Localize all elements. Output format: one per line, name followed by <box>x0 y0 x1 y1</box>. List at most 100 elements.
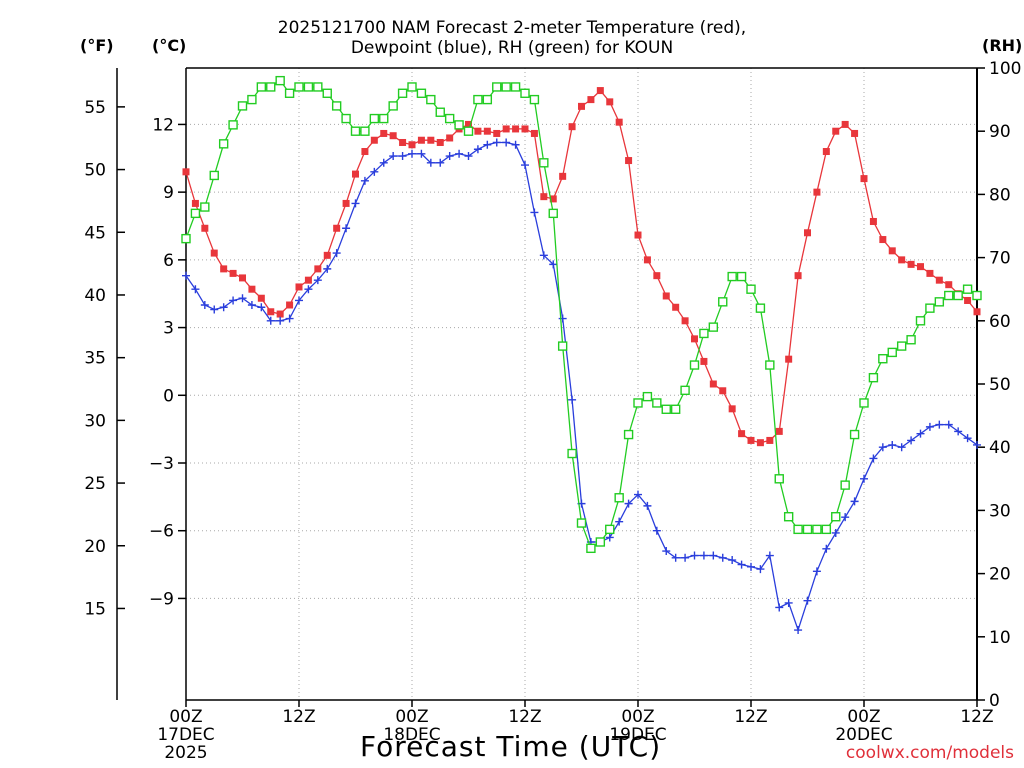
celsius-tick-label: −9 <box>149 589 174 609</box>
temperature-point <box>672 303 680 311</box>
rh-point <box>878 354 888 364</box>
rh-point <box>915 316 926 326</box>
rh-point <box>237 101 248 111</box>
temperature-point <box>314 265 322 273</box>
temperature-point <box>945 281 953 289</box>
x-tick-label: 20DEC <box>835 725 892 745</box>
fahrenheit-tick-label: 45 <box>84 223 106 243</box>
fahrenheit-tick-label: 20 <box>84 537 106 557</box>
dewpoint-point <box>266 316 275 325</box>
dewpoint-point <box>652 526 661 535</box>
dewpoint-point <box>662 547 671 556</box>
dewpoint-point <box>822 544 831 553</box>
dewpoint-point <box>841 513 850 522</box>
dewpoint-point <box>784 598 793 607</box>
dewpoint-point <box>389 152 398 161</box>
series-2-meter-temperature <box>182 87 981 447</box>
rh-point <box>397 88 408 98</box>
dewpoint-point <box>200 301 209 309</box>
rh-point <box>614 493 624 503</box>
dewpoint-point <box>182 271 190 280</box>
temperature-point <box>361 148 369 156</box>
celsius-tick-label: 3 <box>163 319 174 339</box>
dewpoint-point <box>247 301 256 309</box>
x-tick-label: 12Z <box>734 707 767 727</box>
celsius-tick-label: 6 <box>163 251 174 271</box>
dewpoint-point <box>888 440 897 449</box>
temperature-point <box>295 283 303 291</box>
temperature-point <box>182 168 190 176</box>
rh-point <box>369 113 380 124</box>
rh-point <box>962 284 973 294</box>
dewpoint-point <box>605 533 614 542</box>
temperature-point <box>191 199 199 207</box>
temperature-point <box>898 256 906 264</box>
rh-point <box>426 94 436 105</box>
chart-title-line-1: 2025121700 NAM Forecast 2-meter Temperat… <box>277 18 747 38</box>
dewpoint-point <box>568 395 577 404</box>
temperature-point <box>549 195 557 203</box>
rh-point <box>953 290 963 301</box>
series-line <box>185 89 978 444</box>
dewpoint-point <box>370 167 379 176</box>
dewpoint-point <box>860 474 868 483</box>
rh-point <box>868 372 879 383</box>
temperature-point <box>239 274 246 282</box>
rh-point <box>831 512 841 522</box>
dewpoint-point <box>869 454 878 463</box>
dewpoint-point <box>295 296 303 305</box>
dewpoint-point <box>455 149 464 158</box>
temperature-point <box>342 199 350 207</box>
rh-point <box>595 537 606 547</box>
dewpoint-point <box>935 420 944 429</box>
dewpoint-point <box>765 551 774 560</box>
rh-point <box>557 341 568 351</box>
x-axis-label: Forecast Time (UTC) <box>360 730 662 763</box>
temperature-point <box>804 229 811 237</box>
dewpoint-point <box>351 199 360 208</box>
rh-point <box>586 543 596 554</box>
temperature-point <box>408 141 416 149</box>
dewpoint-point <box>285 314 294 323</box>
rh-point <box>228 120 238 130</box>
dewpoint-point <box>360 176 369 185</box>
rh-point <box>548 208 558 219</box>
temperature-point <box>210 249 218 257</box>
dewpoint-point <box>812 567 821 576</box>
temperature-point <box>662 292 670 300</box>
credit-link[interactable]: coolwx.com/models <box>845 743 1014 763</box>
temperature-point <box>926 269 934 277</box>
celsius-tick-label: −3 <box>149 454 174 474</box>
dewpoint-point <box>417 149 426 158</box>
rh-point <box>652 398 662 408</box>
x-tick-label: 00Z <box>169 707 202 727</box>
temperature-point <box>973 308 981 316</box>
dewpoint-point <box>718 553 727 562</box>
chart-title-line-2: Dewpoint (blue), RH (green) for KOUN <box>350 38 674 58</box>
temperature-point <box>709 380 717 388</box>
dewpoint-point <box>257 303 266 312</box>
temperature-point <box>888 247 896 255</box>
rh-point <box>200 202 210 212</box>
temperature-point <box>389 132 397 140</box>
temperature-point <box>917 263 924 271</box>
temperature-point <box>634 231 642 239</box>
rh-point <box>360 126 370 136</box>
temperature-point <box>964 296 972 304</box>
temperature-point <box>681 317 689 325</box>
rh-point <box>407 82 417 92</box>
rh-point <box>266 82 276 92</box>
dewpoint-point <box>210 305 219 314</box>
rh-point <box>209 170 219 181</box>
rh-point <box>303 82 314 92</box>
temperature-point <box>700 357 708 365</box>
dewpoint-point <box>445 152 454 161</box>
dewpoint-point <box>794 626 803 635</box>
rh-point <box>482 94 493 105</box>
x-tick-label: 00Z <box>395 707 428 727</box>
rh-point <box>341 113 351 124</box>
temperature-point <box>738 430 746 438</box>
dewpoint-point <box>897 443 906 452</box>
series-rh <box>181 75 982 554</box>
temperature-point <box>370 136 378 144</box>
